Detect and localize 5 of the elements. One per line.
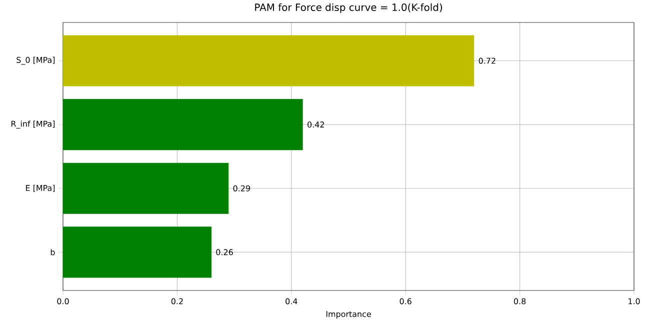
chart-title: PAM for Force disp curve = 1.0(K-fold) [255,3,442,13]
bar [63,162,229,214]
bar [63,226,212,278]
bar [63,35,474,86]
bar [63,98,303,150]
